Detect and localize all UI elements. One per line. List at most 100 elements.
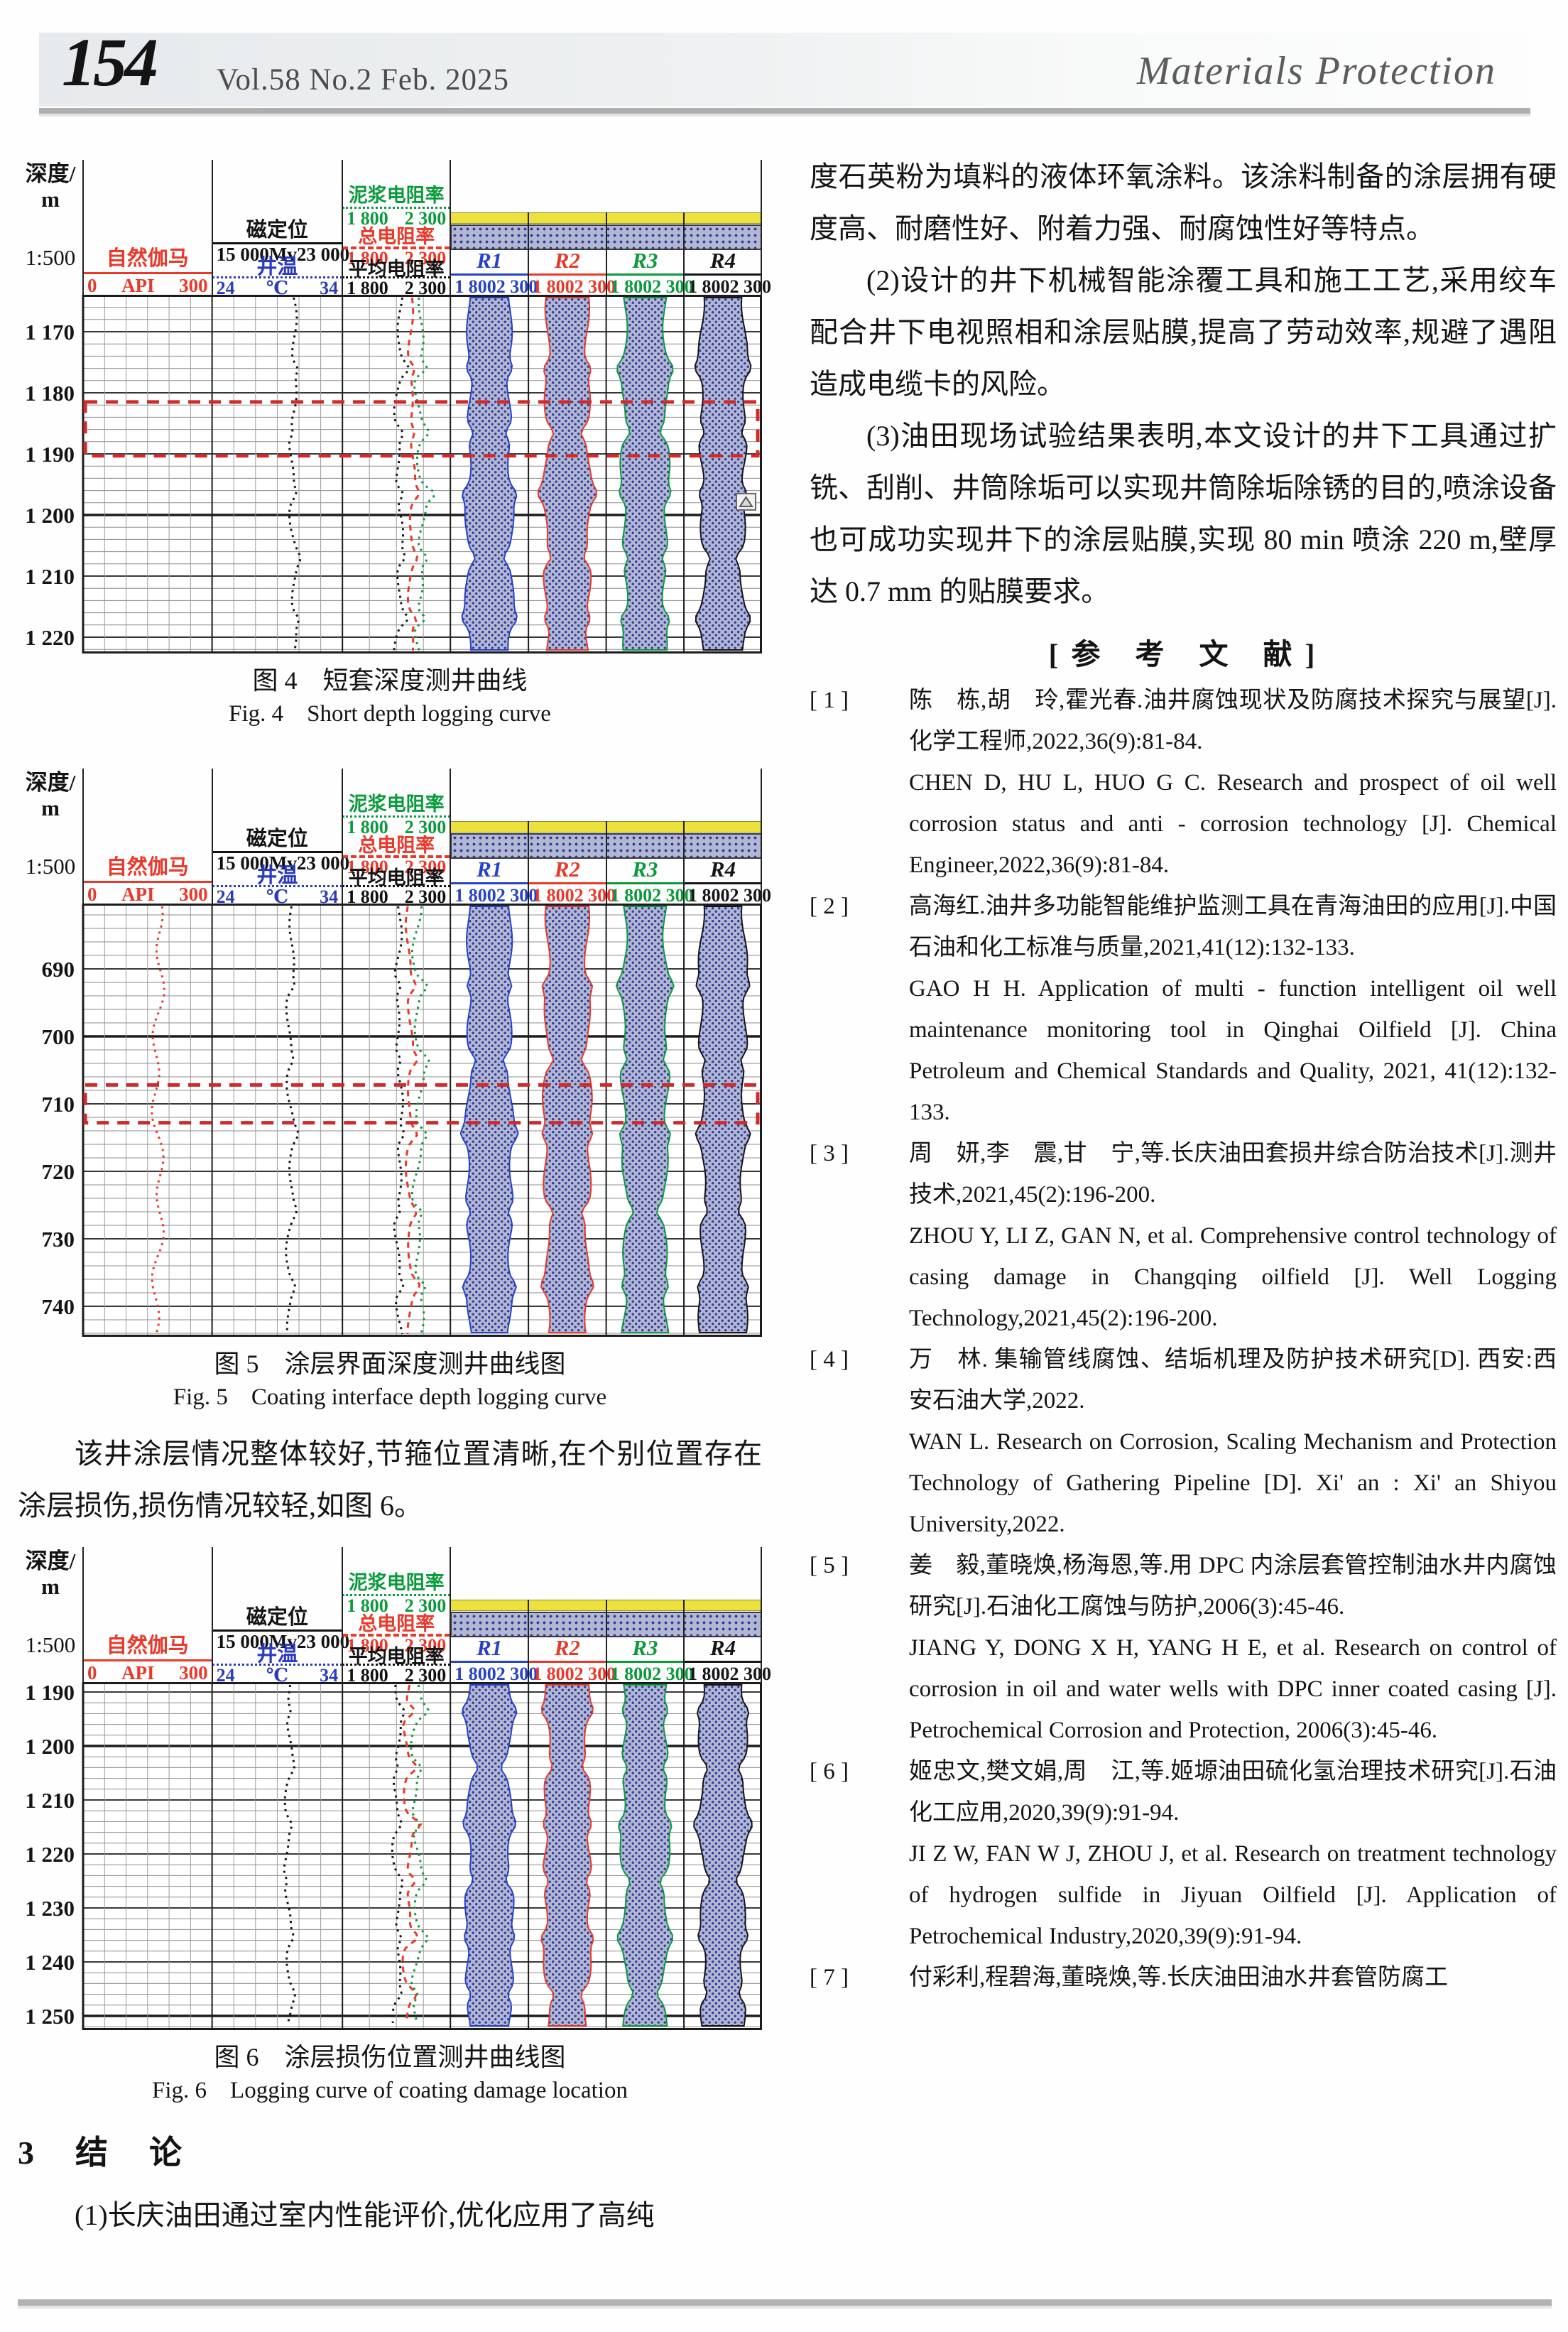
track-rule — [450, 882, 529, 884]
scale-value: ℃ — [266, 278, 288, 298]
scale-value: 300 — [179, 1662, 208, 1683]
references-list: [ 1 ] 陈 栋,胡 玲,霍光春.油井腐蚀现状及防腐技术探究与展望[J].化学工… — [810, 680, 1557, 1998]
body-paragraph: 度石英粉为填料的液体环氧涂料。该涂料制备的涂层拥有硬度高、耐磨性好、附着力强、耐… — [810, 161, 1557, 244]
track-border — [761, 160, 762, 295]
reference-body: 周 妍,李 震,甘 宁,等.长庆油田套损井综合防治技术[J].测井技术,2021… — [909, 1133, 1557, 1339]
figure-4: 深度/m 1:500 自然伽马 0 API 300 磁定位 15 000 Mv 23 000 井温 2… — [18, 160, 771, 730]
svg-text:740: 740 — [42, 1294, 75, 1319]
scale-value: 0 — [87, 884, 97, 905]
track-border — [683, 821, 685, 904]
scale-value: 1 800 — [454, 1664, 496, 1684]
issue-info: Vol.58 No.2 Feb. 2025 — [217, 63, 510, 97]
track-scale: 24 ℃ 34 — [212, 886, 343, 908]
left-column: 深度/m 1:500 自然伽马 0 API 300 磁定位 15 000 Mv 23 000 井温 2… — [18, 160, 771, 2241]
track-border — [450, 1547, 452, 1682]
header-rule — [39, 108, 1530, 116]
track-scale: 1 800 2 300 — [684, 885, 771, 906]
track-rule — [342, 1594, 451, 1596]
track-scale: 0 API 300 — [83, 884, 212, 906]
track-rule — [606, 882, 685, 884]
body-paragraph: (3)油田现场试验结果表明,本文设计的井下工具通过扩铣、刮削、井筒除垢可以实现井… — [810, 420, 1557, 607]
scale-value: 2 300 — [729, 276, 772, 297]
scale-value: 1 800 — [533, 276, 575, 297]
scale-value: 1 800 — [347, 278, 388, 298]
svg-text:1 190: 1 190 — [25, 442, 75, 467]
track-rule — [212, 1629, 343, 1632]
scale-value: 24 — [216, 886, 235, 907]
reference-cn-text: 高海红.油井多功能智能维护监测工具在青海油田的应用[J].中国石油和化工标准与质… — [909, 894, 1557, 960]
triangle-marker-icon — [736, 492, 756, 511]
scale-value: 1 800 — [688, 885, 730, 906]
caption-en: Fig. 4 Short depth logging curve — [229, 701, 551, 727]
scale-value: 1 800 — [347, 1635, 388, 1656]
track-scale: 1 800 2 300 — [342, 1665, 450, 1686]
depth-scale-ratio: 1:500 — [25, 245, 76, 270]
ccl-label: 磁定位 — [246, 828, 308, 850]
track-rule — [83, 272, 212, 274]
svg-text:1 180: 1 180 — [25, 381, 75, 406]
scale-value: 15 000 — [216, 244, 269, 265]
fig6-body: 1 190 1 200 1 210 1 220 1 230 1 240 1 250 — [25, 1682, 762, 2030]
scale-value: 24 — [216, 278, 235, 298]
scale-value: 34 — [320, 278, 339, 298]
track-scale: 24 ℃ 34 — [212, 1665, 343, 1686]
track-scale: 1 800 2 300 — [342, 1635, 450, 1656]
scale-value: Mv — [268, 244, 297, 265]
track-rule — [342, 885, 451, 887]
track-border — [683, 1600, 685, 1682]
gr-label: 自然伽马 — [106, 1634, 189, 1657]
scale-value: 34 — [320, 886, 339, 907]
masthead: 154 Vol.58 No.2 Feb. 2025 Materials Prot… — [39, 24, 1530, 107]
track-border — [82, 160, 84, 295]
track-rule — [342, 207, 451, 209]
scale-value: 1 800 — [533, 1664, 575, 1684]
body-paragraph: (2)设计的井下机械智能涂覆工具和施工工艺,采用绞车配合井下电视照相和涂层贴膜,… — [810, 264, 1557, 400]
page-number: 154 — [62, 24, 158, 100]
total-resistivity-label: 总电阻率 — [358, 226, 435, 247]
track-border — [211, 769, 213, 904]
r-label: R1 — [477, 857, 503, 882]
reference-item: [ 6 ] 姬忠文,樊文娟,周 江,等.姬塬油田硫化氢治理技术研究[J].石油化工… — [810, 1751, 1557, 1957]
total-resistivity-label: 总电阻率 — [358, 835, 435, 856]
reference-body: 万 林. 集输管线腐蚀、结垢机理及防护技术研究[D]. 西安:西安石油大学,20… — [909, 1339, 1557, 1545]
svg-text:1 220: 1 220 — [25, 625, 75, 650]
track-rule — [684, 882, 762, 884]
avg-resistivity-label: 平均电阻率 — [348, 867, 445, 889]
scale-value: 2 300 — [404, 886, 447, 907]
depth-axis-unit: m — [41, 187, 60, 212]
reference-number: [ 6 ] — [810, 1759, 849, 1784]
track-scale: 1 800 2 300 — [450, 276, 538, 298]
track-scale: 1 800 2 300 — [528, 276, 616, 298]
track-rule — [606, 273, 685, 276]
fig6-caption: 图 6 涂层损伤位置测井曲线图 Fig. 6 Logging curve of c… — [18, 2040, 762, 2107]
scale-value: ℃ — [266, 1665, 288, 1686]
track-scale: 1 800 2 300 — [606, 885, 694, 906]
scale-value: Mv — [268, 852, 297, 874]
track-rule — [342, 276, 451, 278]
track-border — [761, 769, 762, 904]
caption-cn: 图 6 涂层损伤位置测井曲线图 — [214, 2043, 566, 2071]
track-rule — [83, 1659, 212, 1661]
track-rule — [83, 881, 212, 883]
scale-value: 2 300 — [652, 885, 694, 906]
log-curves — [288, 297, 435, 651]
r-label: R4 — [709, 1635, 736, 1660]
reference-cn-text: 周 妍,李 震,甘 宁,等.长庆油田套损井综合防治技术[J].测井技术,2021… — [909, 1141, 1557, 1208]
svg-text:710: 710 — [42, 1092, 75, 1117]
track-rule — [342, 1664, 451, 1666]
casing-bars — [461, 297, 752, 651]
track-rule — [212, 242, 343, 244]
scale-value: 1 800 — [454, 276, 496, 297]
scale-value: 2 300 — [404, 278, 447, 298]
scale-value: 15 000 — [216, 852, 269, 874]
track-border — [528, 1600, 530, 1682]
reference-cn-text: 付彩利,程碧海,董晓焕,等.长庆油田油水井套管防腐工 — [909, 1965, 1448, 1990]
scale-value: 2 300 — [496, 1664, 538, 1684]
temp-label: 井温 — [256, 256, 298, 278]
log-curves — [283, 1684, 430, 2024]
svg-text:730: 730 — [42, 1227, 75, 1252]
depth-axis-label: 深度/ — [25, 161, 76, 186]
scale-value: API — [121, 884, 155, 905]
track-scale: 1 800 2 300 — [342, 248, 450, 269]
